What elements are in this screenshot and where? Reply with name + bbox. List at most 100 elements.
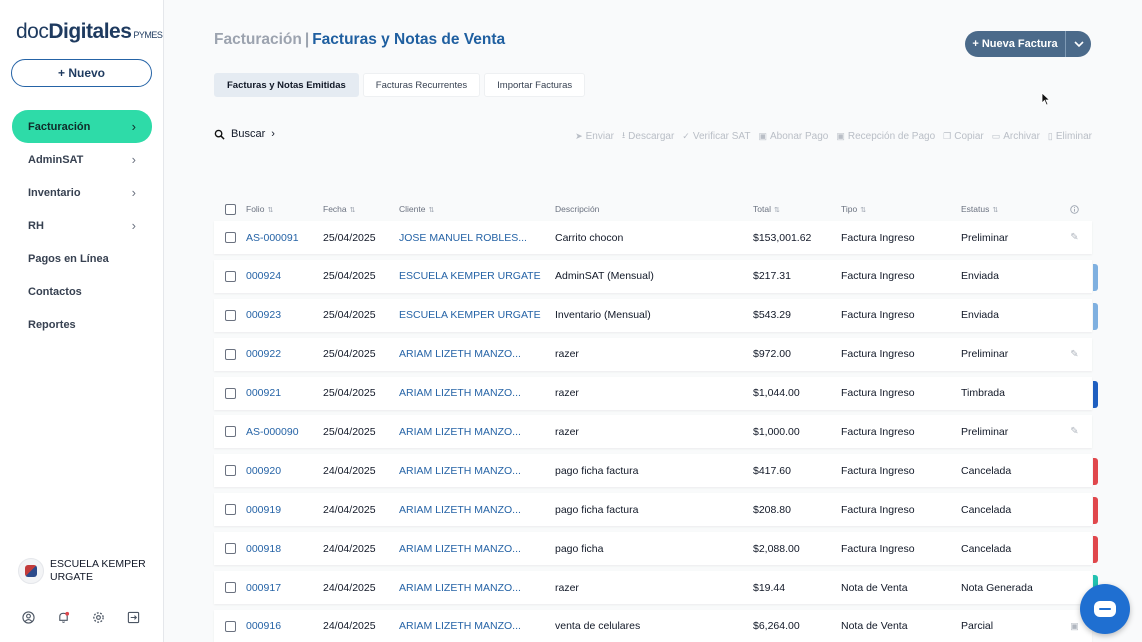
recepción-de-pago-action[interactable]: ▣ Recepción de Pago <box>836 128 935 144</box>
table-row[interactable]: 000919 24/04/2025 ARIAM LIZETH MANZO... pag… <box>214 493 1098 527</box>
sidebar-item-inventario[interactable]: Inventario › <box>12 176 152 209</box>
folio-link[interactable]: 000921 <box>246 387 282 400</box>
column-header-cliente[interactable]: Cliente ⇅ <box>399 204 555 214</box>
company-switcher[interactable]: ESCUELA KEMPER URGATE <box>18 558 150 584</box>
logout-icon[interactable] <box>127 611 140 624</box>
client-link[interactable]: ARIAM LIZETH MANZO... <box>399 620 521 633</box>
type-cell: Nota de Venta <box>841 620 908 633</box>
search-toggle[interactable]: Buscar › <box>214 128 275 140</box>
breadcrumb[interactable]: Facturación <box>214 31 302 48</box>
abonar-pago-action[interactable]: ▣ Abonar Pago <box>758 128 828 144</box>
eliminar-action[interactable]: ▯ Eliminar <box>1048 128 1092 144</box>
descargar-action[interactable]: ⭳ Descargar <box>622 128 674 144</box>
edit-icon[interactable]: ✎ <box>1070 232 1079 243</box>
total-cell: $208.80 <box>753 503 791 516</box>
sort-icon: ⇅ <box>267 207 274 214</box>
table-row[interactable]: 000918 24/04/2025 ARIAM LIZETH MANZO... pag… <box>214 532 1098 566</box>
folio-link[interactable]: 000920 <box>246 464 282 477</box>
folio-link[interactable]: AS-000091 <box>246 231 299 244</box>
sort-icon: ⇅ <box>428 207 435 214</box>
client-link[interactable]: ARIAM LIZETH MANZO... <box>399 425 521 438</box>
client-link[interactable]: JOSE MANUEL ROBLES... <box>399 231 527 244</box>
action-label: Copiar <box>954 130 984 142</box>
table-row[interactable]: AS-000091 25/04/2025 JOSE MANUEL ROBLES...… <box>214 221 1092 254</box>
table-row[interactable]: 000921 25/04/2025 ARIAM LIZETH MANZO... raz… <box>214 376 1098 410</box>
folio-link[interactable]: 000917 <box>246 581 282 594</box>
client-link[interactable]: ESCUELA KEMPER URGATE <box>399 270 541 283</box>
client-link[interactable]: ARIAM LIZETH MANZO... <box>399 464 521 477</box>
folio-link[interactable]: 000922 <box>246 348 282 361</box>
row-checkbox[interactable] <box>224 465 236 477</box>
row-checkbox[interactable] <box>224 232 236 243</box>
chat-button[interactable] <box>1080 584 1130 634</box>
info-icon[interactable] <box>1057 204 1092 214</box>
sidebar-item-rh[interactable]: RH › <box>12 209 152 242</box>
sidebar-item-label: RH <box>28 219 44 232</box>
folio-link[interactable]: 000918 <box>246 542 282 555</box>
tab-1[interactable]: Facturas Recurrentes <box>362 73 481 97</box>
new-button[interactable]: + Nuevo <box>11 59 152 87</box>
new-invoice-button[interactable]: + Nueva Factura <box>972 38 1058 50</box>
folio-link[interactable]: AS-000090 <box>246 425 299 438</box>
table-row[interactable]: AS-000090 25/04/2025 ARIAM LIZETH MANZO...… <box>214 415 1092 449</box>
sidebar-item-adminsat[interactable]: AdminSAT › <box>12 143 152 176</box>
client-link[interactable]: ARIAM LIZETH MANZO... <box>399 387 521 400</box>
new-invoice-dropdown[interactable] <box>1065 31 1091 57</box>
column-header-fecha[interactable]: Fecha ⇅ <box>323 204 399 214</box>
table-row[interactable]: 000924 25/04/2025 ESCUELA KEMPER URGATE Adm… <box>214 259 1098 293</box>
folio-link[interactable]: 000916 <box>246 620 282 633</box>
date-cell: 24/04/2025 <box>323 581 376 594</box>
edit-icon[interactable]: ✎ <box>1070 348 1079 360</box>
user-icon[interactable] <box>22 611 35 624</box>
column-label: Estatus <box>961 204 990 214</box>
table-row[interactable]: 000916 24/04/2025 ARIAM LIZETH MANZO... ven… <box>214 609 1092 642</box>
client-link[interactable]: ARIAM LIZETH MANZO... <box>399 581 521 594</box>
select-all-checkbox[interactable] <box>224 203 236 215</box>
tab-2[interactable]: Importar Facturas <box>484 73 586 97</box>
folio-link[interactable]: 000919 <box>246 503 282 516</box>
tab-0[interactable]: Facturas y Notas Emitidas <box>214 73 359 97</box>
row-checkbox[interactable] <box>224 348 236 360</box>
row-checkbox[interactable] <box>224 620 236 632</box>
status-cell: Enviada <box>961 309 999 322</box>
app-logo[interactable]: docDigitales PYMES <box>16 20 163 44</box>
date-cell: 24/04/2025 <box>323 542 376 555</box>
column-header-total[interactable]: Total ⇅ <box>753 204 841 214</box>
client-link[interactable]: ARIAM LIZETH MANZO... <box>399 503 521 516</box>
row-checkbox[interactable] <box>224 309 236 321</box>
row-checkbox[interactable] <box>224 582 236 594</box>
edit-icon[interactable]: ✎ <box>1070 426 1079 438</box>
verificar-sat-action[interactable]: ✓ Verificar SAT <box>682 128 750 144</box>
money-icon[interactable]: ▣ <box>1070 620 1079 631</box>
client-link[interactable]: ARIAM LIZETH MANZO... <box>399 348 521 361</box>
column-header-estatus[interactable]: Estatus ⇅ <box>961 204 1057 214</box>
folio-link[interactable]: 000923 <box>246 309 282 322</box>
sidebar-item-contactos[interactable]: Contactos <box>12 275 152 308</box>
page-title: Facturación | Facturas y Notas de Venta <box>214 31 505 49</box>
table-row[interactable]: 000923 25/04/2025 ESCUELA KEMPER URGATE Inv… <box>214 298 1098 332</box>
table-row[interactable]: 000920 24/04/2025 ARIAM LIZETH MANZO... pag… <box>214 454 1098 488</box>
sidebar-item-reportes[interactable]: Reportes <box>12 308 152 341</box>
row-checkbox[interactable] <box>224 387 236 399</box>
row-checkbox[interactable] <box>224 543 236 555</box>
row-checkbox[interactable] <box>224 504 236 516</box>
sidebar-item-facturacion[interactable]: Facturación › <box>12 110 152 143</box>
row-checkbox[interactable] <box>224 426 236 438</box>
folio-link[interactable]: 000924 <box>246 270 282 283</box>
column-header-tipo[interactable]: Tipo ⇅ <box>841 204 961 214</box>
column-header-folio[interactable]: Folio ⇅ <box>246 204 323 214</box>
table-row[interactable]: 000922 25/04/2025 ARIAM LIZETH MANZO... raz… <box>214 337 1092 371</box>
table-row[interactable]: 000917 24/04/2025 ARIAM LIZETH MANZO... raz… <box>214 571 1098 605</box>
gear-icon[interactable] <box>92 611 105 624</box>
client-link[interactable]: ARIAM LIZETH MANZO... <box>399 542 521 555</box>
total-cell: $19.44 <box>753 581 786 594</box>
action-label: Recepción de Pago <box>847 130 936 142</box>
sidebar-item-pagos-en-linea[interactable]: Pagos en Línea <box>12 242 152 275</box>
copiar-action[interactable]: ❐ Copiar <box>943 128 984 144</box>
bell-icon[interactable] <box>57 611 70 624</box>
archivar-action[interactable]: ▭ Archivar <box>992 128 1040 144</box>
client-link[interactable]: ESCUELA KEMPER URGATE <box>399 309 541 322</box>
total-cell: $972.00 <box>753 348 791 361</box>
enviar-action[interactable]: ➤ Enviar <box>575 128 614 144</box>
row-checkbox[interactable] <box>224 270 236 282</box>
